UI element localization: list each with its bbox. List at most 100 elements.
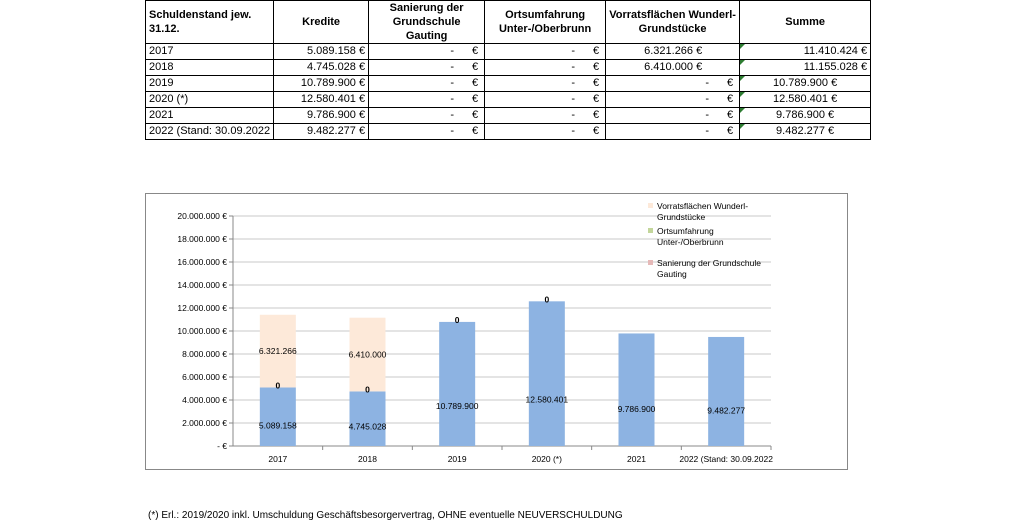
- cell-summe: 9.786.900 €: [739, 107, 872, 124]
- cell-summe: 11.155.028 €: [739, 59, 872, 76]
- dash: -: [571, 45, 575, 57]
- cell-summe: 9.482.277 €: [739, 123, 872, 140]
- data-label: 4.745.028: [349, 422, 387, 432]
- y-tick-label: 6.000.000 €: [182, 372, 227, 382]
- data-label: 12.580.401: [526, 395, 569, 405]
- cell-kredite: 4.745.028 €: [273, 59, 370, 76]
- table-body: 2017 5.089.158 € - € - €6.321.266 €11.410.424…: [144, 43, 872, 140]
- dash: -: [450, 93, 454, 105]
- euro-sign: €: [592, 125, 600, 137]
- x-tick-label: 2017: [268, 454, 287, 464]
- data-label: 6.410.000: [349, 350, 387, 360]
- cell-sanierung: - €: [368, 107, 486, 124]
- cell-vorratsflaechen: - €: [605, 107, 741, 124]
- euro-sign: €: [726, 125, 734, 137]
- legend-swatch-ortsumfahrung: [648, 228, 653, 233]
- y-tick-label: 8.000.000 €: [182, 349, 227, 359]
- euro-sign: €: [592, 77, 600, 89]
- y-tick-label: 16.000.000 €: [177, 257, 227, 267]
- header-kredite: Kredite: [273, 0, 370, 44]
- debt-table: Schuldenstand jew. 31.12. Kredite Sanier…: [144, 0, 872, 140]
- cell-year: 2020 (*): [144, 91, 275, 108]
- dash: -: [450, 77, 454, 89]
- y-tick-label: 18.000.000 €: [177, 234, 227, 244]
- data-label: 10.789.900: [436, 401, 479, 411]
- legend-swatch-sanierung: [648, 260, 653, 265]
- y-tick-label: - €: [217, 441, 227, 451]
- bar-kredite: [439, 321, 476, 446]
- cell-year: 2021: [144, 107, 275, 124]
- euro-sign: €: [592, 109, 600, 121]
- dash: -: [571, 77, 575, 89]
- stacked-bar-chart: - € 2.000.000 € 4.000.000 € 6.000.000 € 8.00…: [177, 211, 773, 464]
- data-label: 0: [365, 384, 370, 394]
- cell-ortsumfahrung: - €: [484, 107, 607, 124]
- cell-vorratsflaechen: - €: [605, 91, 741, 108]
- table-row: 2019 10.789.900 € - € - € - €10.789.900 €: [144, 75, 872, 92]
- y-tick-label: 12.000.000 €: [177, 303, 227, 313]
- bar-kredite: [349, 391, 386, 446]
- footnote: (*) Erl.: 2019/2020 inkl. Umschuldung Ge…: [148, 510, 623, 521]
- legend-swatch-vorratsflaechen: [648, 203, 653, 208]
- cell-kredite: 12.580.401 €: [273, 91, 370, 108]
- euro-sign: €: [592, 93, 600, 105]
- cell-ortsumfahrung: - €: [484, 123, 607, 140]
- cell-sanierung: - €: [368, 43, 486, 60]
- cell-ortsumfahrung: - €: [484, 91, 607, 108]
- cell-year: 2019: [144, 75, 275, 92]
- euro-sign: €: [471, 45, 479, 57]
- bar-vorratsflaechen: [349, 317, 386, 392]
- cell-vorratsflaechen: 6.321.266 €: [605, 43, 741, 60]
- chart-container: - € 2.000.000 € 4.000.000 € 6.000.000 € 8.00…: [145, 193, 848, 470]
- legend-item-vorratsflaechen: Vorratsflächen Wunderl-Grundstücke: [648, 201, 768, 223]
- table-row: 2021 9.786.900 € - € - € - €9.786.900 €: [144, 107, 872, 124]
- x-tick-label: 2022 (Stand: 30.09.2022: [679, 454, 773, 464]
- cell-year: 2022 (Stand: 30.09.2022: [144, 123, 275, 140]
- header-ortsumfahrung: Ortsumfahrung Unter-/Oberbrunn: [484, 0, 607, 44]
- x-tick-label: 2018: [358, 454, 377, 464]
- dash: -: [705, 125, 709, 137]
- legend-label-ortsumfahrung: Ortsumfahrung Unter-/Oberbrunn: [657, 226, 724, 247]
- data-label: 0: [544, 294, 549, 304]
- header-vorratsflaechen: Vorratsflächen Wunderl-Grundstücke: [605, 0, 741, 44]
- cell-kredite: 10.789.900 €: [273, 75, 370, 92]
- euro-sign: €: [726, 93, 734, 105]
- table-row: 2020 (*) 12.580.401 € - € - € - €12.580.401 €: [144, 91, 872, 108]
- bar-vorratsflaechen: [259, 314, 296, 388]
- cell-summe: 10.789.900 €: [739, 75, 872, 92]
- legend-item-sanierung: Sanierung der Grundschule Gauting: [648, 258, 768, 280]
- y-tick-label: 14.000.000 €: [177, 280, 227, 290]
- dash: -: [571, 93, 575, 105]
- header-summe: Summe: [739, 0, 872, 44]
- dash: -: [571, 125, 575, 137]
- table-row: 2018 4.745.028 € - € - €6.410.000 €11.155.028…: [144, 59, 872, 76]
- cell-vorratsflaechen: - €: [605, 75, 741, 92]
- bar-kredite: [528, 301, 565, 446]
- bar-kredite: [618, 333, 655, 446]
- cell-sanierung: - €: [368, 59, 486, 76]
- cell-ortsumfahrung: - €: [484, 59, 607, 76]
- cell-vorratsflaechen: 6.410.000 €: [605, 59, 741, 76]
- dash: -: [450, 125, 454, 137]
- dash: -: [450, 45, 454, 57]
- data-label: 9.786.900: [618, 404, 656, 414]
- cell-summe: 12.580.401 €: [739, 91, 872, 108]
- header-sanierung: Sanierung der Grundschule Gauting: [368, 0, 486, 44]
- cell-year: 2018: [144, 59, 275, 76]
- dash: -: [705, 93, 709, 105]
- table-row: 2022 (Stand: 30.09.2022 9.482.277 € - € - € - €…: [144, 123, 872, 140]
- bar-kredite: [259, 387, 296, 446]
- legend-label-sanierung: Sanierung der Grundschule Gauting: [657, 258, 761, 279]
- x-tick-label: 2019: [448, 454, 467, 464]
- cell-sanierung: - €: [368, 91, 486, 108]
- dash: -: [450, 109, 454, 121]
- x-tick-label: 2020 (*): [532, 454, 562, 464]
- euro-sign: €: [471, 77, 479, 89]
- dash: -: [450, 61, 454, 73]
- cell-ortsumfahrung: - €: [484, 43, 607, 60]
- cell-sanierung: - €: [368, 123, 486, 140]
- cell-ortsumfahrung: - €: [484, 75, 607, 92]
- euro-sign: €: [471, 125, 479, 137]
- dash: -: [705, 77, 709, 89]
- legend-label-vorratsflaechen: Vorratsflächen Wunderl-Grundstücke: [657, 201, 749, 222]
